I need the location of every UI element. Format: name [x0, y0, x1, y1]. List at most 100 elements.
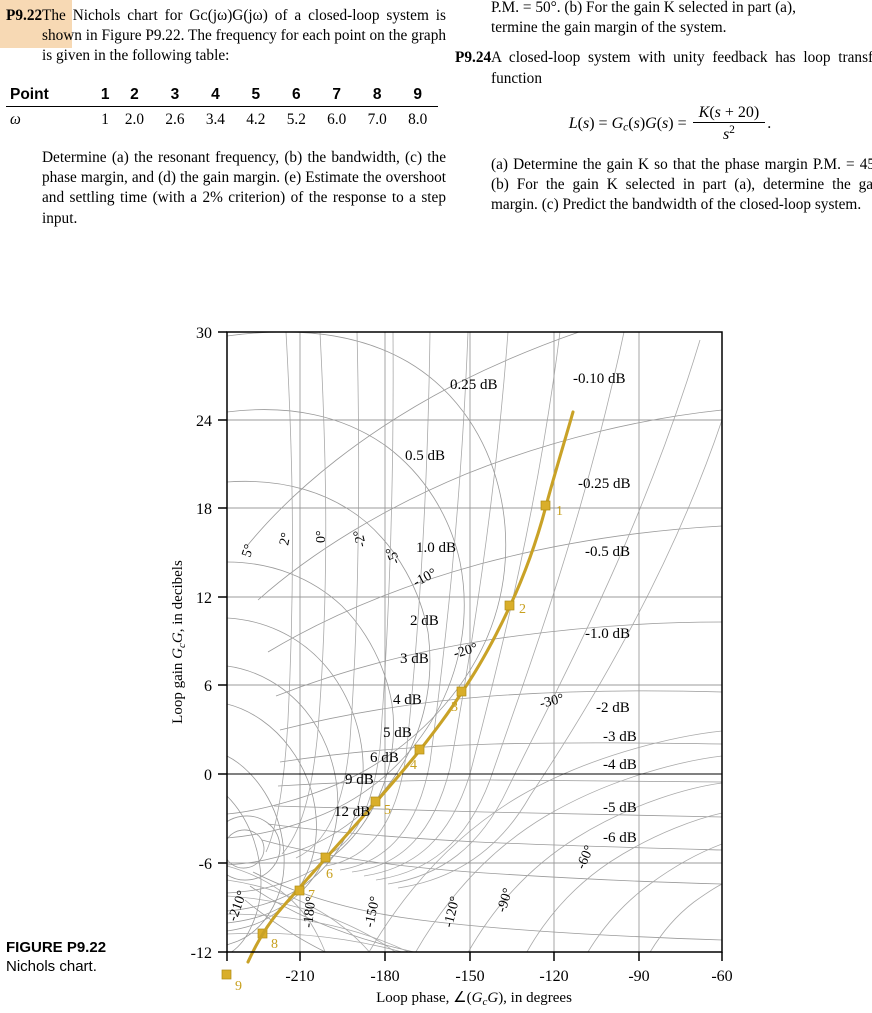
y-axis: 30 24 18 12 6 0 -6 -12 Loop gain GcG, in… — [170, 325, 227, 962]
y-axis-title: Loop gain GcG, in decibels — [170, 560, 188, 724]
omega-9: 8.0 — [408, 111, 428, 128]
problem-p923-tail-line1: P.M. = 50°. (b) For the gain K selected … — [491, 0, 796, 16]
table-header-p3: 3 — [170, 86, 180, 103]
mag-label-1p0: 1.0 dB — [416, 540, 456, 556]
data-point-label-5: 5 — [384, 803, 391, 818]
omega-7: 6.0 — [327, 111, 347, 128]
phase-label-5: 5° — [240, 543, 258, 560]
formula-denominator: s2 — [722, 124, 735, 144]
problem-p923-tail-line2: termine the gain margin of the system. — [491, 19, 727, 37]
phase-label-2: 2° — [277, 531, 294, 546]
mag-label-3: 3 dB — [400, 651, 429, 667]
mag-label-0p5: 0.5 dB — [405, 448, 445, 464]
formula-period: . — [767, 114, 772, 132]
right-column-continued: (a) Determine the gain K so that the pha… — [455, 155, 872, 216]
mag-label-neg0p25: -0.25 dB — [578, 476, 631, 492]
mag-label-5: 5 dB — [383, 725, 412, 741]
x-tick-neg120: -120 — [539, 968, 568, 985]
magnitude-contours — [227, 332, 722, 952]
table-header-p7: 7 — [332, 86, 342, 103]
phase-label-neg10: -10° — [411, 566, 439, 591]
data-point-1 — [540, 500, 551, 511]
omega-3: 2.6 — [165, 111, 185, 128]
table-header-p6: 6 — [291, 86, 301, 103]
phase-label-neg30: -30° — [538, 691, 565, 711]
figure-caption: FIGURE P9.22 Nichols chart. — [6, 938, 196, 976]
frequency-table: Point 1 2 3 4 5 6 7 8 9 ω 1 2.0 2.6 3.4 … — [6, 84, 438, 131]
data-point-label-2: 2 — [519, 602, 526, 617]
table-header-row: Point 1 2 3 4 5 6 7 8 9 — [6, 84, 438, 107]
data-point-4 — [414, 744, 425, 755]
mag-label-neg4: -4 dB — [603, 757, 637, 773]
problem-p922-followup: Determine (a) the resonant frequency, (b… — [42, 149, 446, 227]
mag-label-neg5: -5 dB — [603, 800, 637, 816]
problem-p922: P9.22 The Nichols chart for Gᴄ(jω)G(jω) … — [6, 6, 446, 67]
problem-p922-tag: P9.22 — [6, 7, 43, 24]
mag-label-9: 9 dB — [345, 772, 374, 788]
problem-p924: P9.24 A closed-loop system with unity fe… — [455, 48, 872, 88]
phase-label-neg2: -2° — [351, 528, 370, 548]
data-point-label-8: 8 — [271, 937, 278, 952]
transfer-function-formula: L(s) = Gc(s)G(s) = K(s + 20) s2 . — [455, 104, 872, 144]
table-row-label-omega: ω — [10, 111, 21, 128]
problem-p924-text: A closed-loop system with unity feedback… — [491, 49, 872, 87]
problem-p924-followup: (a) Determine the gain K so that the pha… — [491, 156, 872, 214]
figure-caption-text: Nichols chart. — [6, 958, 97, 975]
x-tick-neg150: -150 — [455, 968, 484, 985]
table-header-p2: 2 — [130, 86, 139, 103]
table-header-p4: 4 — [211, 86, 220, 103]
x-tick-neg180: -180 — [370, 968, 399, 985]
mag-label-4: 4 dB — [393, 692, 422, 708]
left-column-continued: Determine (a) the resonant frequency, (b… — [6, 148, 446, 229]
formula-numerator: K(s + 20) — [692, 104, 766, 124]
mag-label-neg3: -3 dB — [603, 729, 637, 745]
omega-6: 5.2 — [286, 111, 306, 128]
y-tick-6: 6 — [204, 678, 212, 695]
nichols-chart-svg: 1 2 3 4 5 6 7 8 9 3 — [170, 325, 733, 1008]
left-column: P9.22 The Nichols chart for Gᴄ(jω)G(jω) … — [6, 6, 446, 67]
highlight-swatch — [0, 0, 72, 48]
data-point-3 — [456, 686, 467, 697]
y-tick-30: 30 — [196, 325, 212, 342]
mag-label-neg2: -2 dB — [596, 700, 630, 716]
mag-label-neg6: -6 dB — [603, 830, 637, 846]
phase-label-neg5: -5° — [383, 544, 403, 566]
phase-label-neg210: -210° — [226, 889, 251, 924]
formula-lhs: L(s) = Gc(s)G(s) = — [568, 114, 687, 134]
y-tick-neg12: -12 — [191, 945, 212, 962]
table-header-p5: 5 — [251, 86, 261, 103]
mag-label-12: 12 dB — [334, 804, 370, 820]
phase-label-neg120: -120° — [441, 895, 463, 929]
right-column: P.M. = 50°. (b) For the gain K selected … — [455, 0, 872, 89]
omega-5: 4.2 — [246, 111, 266, 128]
data-point-2 — [504, 600, 515, 611]
x-tick-neg90: -90 — [628, 968, 649, 985]
omega-2: 2.0 — [124, 111, 145, 128]
omega-1: 1 — [101, 111, 109, 128]
figure-caption-title: FIGURE P9.22 — [6, 939, 107, 956]
table-header-p1: 1 — [100, 86, 110, 103]
data-point-5 — [370, 796, 381, 807]
phase-label-neg90: -90° — [495, 887, 517, 915]
mag-label-neg1p0: -1.0 dB — [585, 626, 630, 642]
phase-label-0: 0° — [314, 530, 329, 543]
table-header-p8: 8 — [372, 86, 382, 103]
y-tick-24: 24 — [196, 413, 212, 430]
y-tick-18: 18 — [196, 501, 212, 518]
nichols-chart-figure: 1 2 3 4 5 6 7 8 9 3 — [0, 300, 872, 1013]
y-tick-0: 0 — [204, 767, 212, 784]
data-point-label-1: 1 — [556, 504, 563, 519]
data-point-7 — [294, 885, 305, 896]
omega-4: 3.4 — [205, 111, 225, 128]
table-header-point: Point — [10, 86, 49, 103]
mag-label-6: 6 dB — [370, 750, 399, 766]
x-tick-neg210: -210 — [285, 968, 314, 985]
phase-contours — [227, 332, 722, 952]
table-row: ω 1 2.0 2.6 3.4 4.2 5.2 6.0 7.0 8.0 — [6, 107, 438, 132]
formula-fraction: K(s + 20) s2 — [692, 104, 766, 144]
data-point-9 — [221, 969, 232, 980]
x-axis: -210 -180 -150 -120 -90 -60 Loop phase, … — [226, 952, 733, 1008]
problem-p922-text: The Nichols chart for Gᴄ(jω)G(jω) of a c… — [42, 7, 446, 65]
mag-label-0p25: 0.25 dB — [450, 377, 498, 393]
